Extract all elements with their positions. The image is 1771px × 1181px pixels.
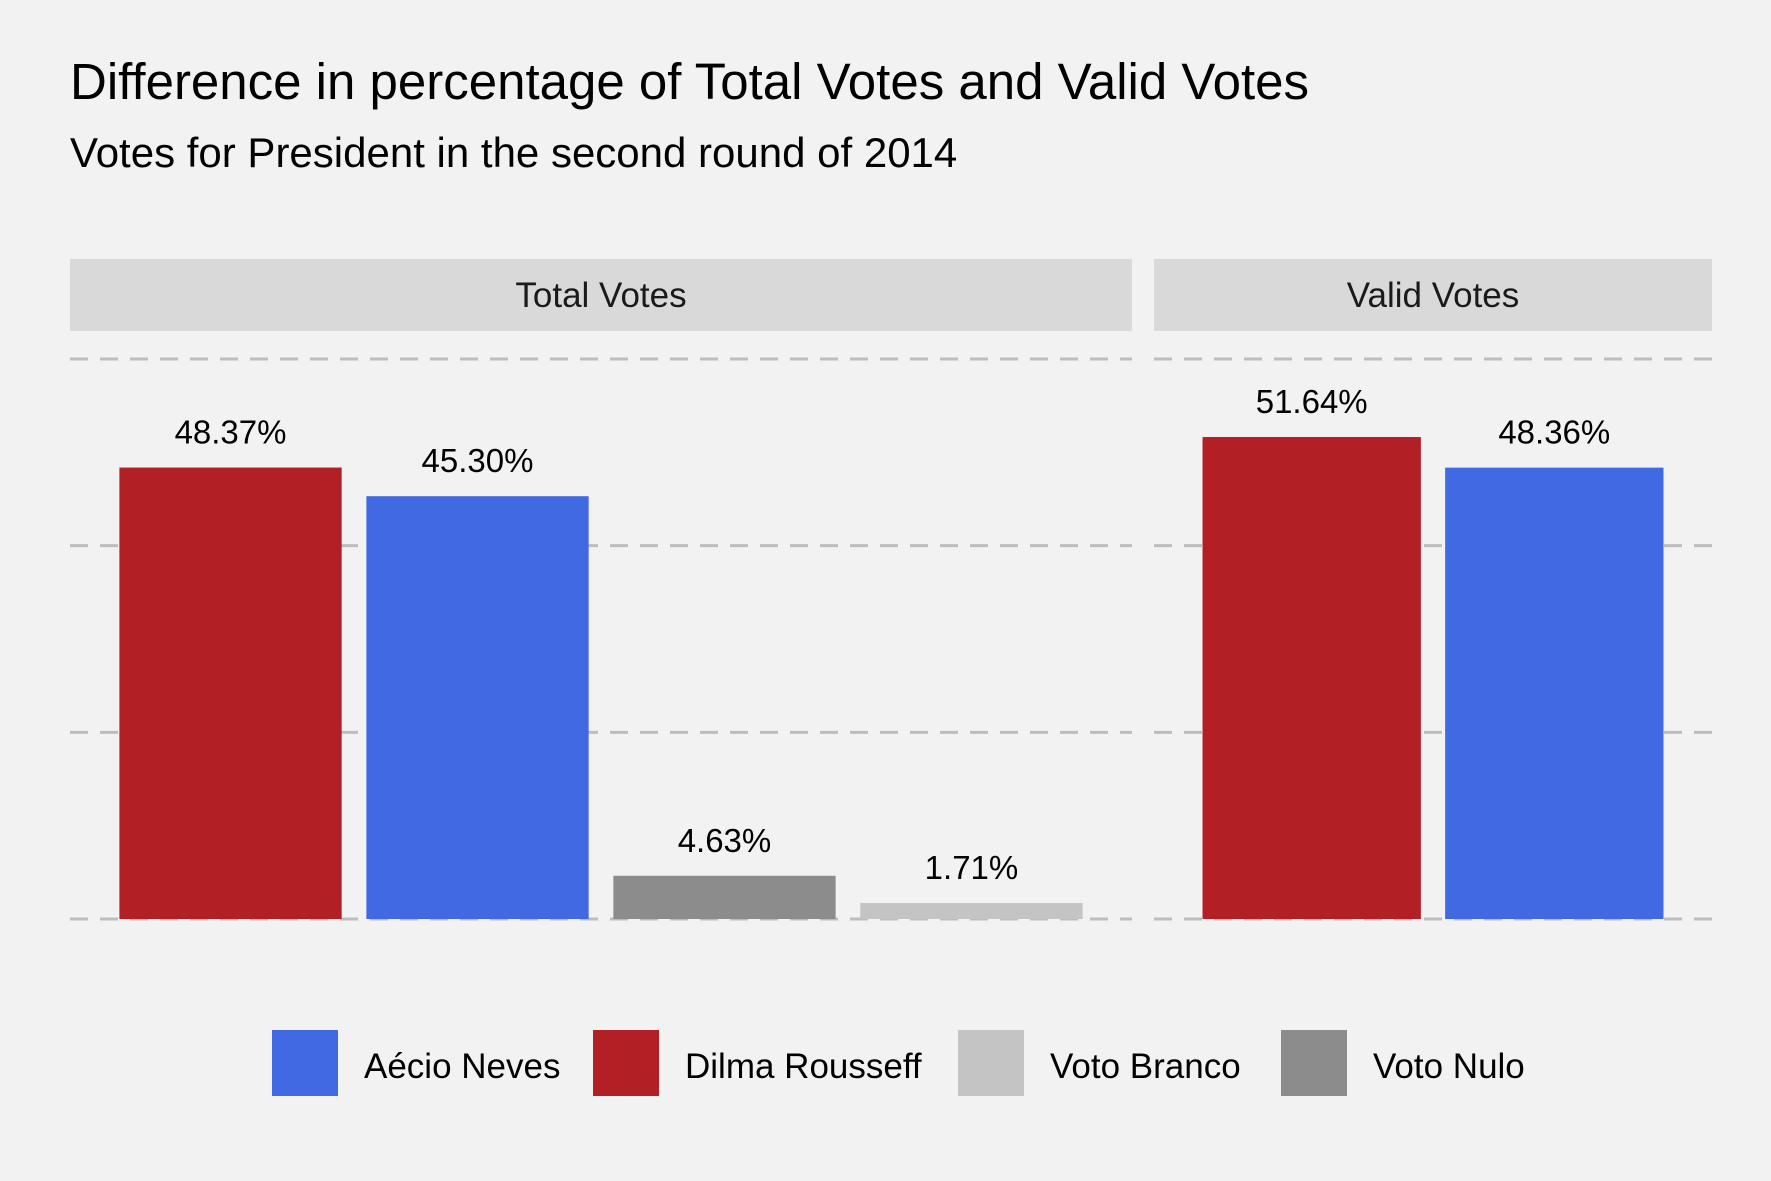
legend-swatch-dilma-rousseff — [593, 1030, 659, 1096]
bar-voto-branco — [860, 903, 1083, 919]
legend-label-voto-branco: Voto Branco — [1050, 1047, 1241, 1086]
legend-swatch-voto-branco — [958, 1030, 1024, 1096]
bar-label-aecio-neves: 45.30% — [422, 442, 534, 479]
bar-label-dilma-rousseff: 48.37% — [175, 414, 287, 451]
legend-label-dilma-rousseff: Dilma Rousseff — [685, 1047, 922, 1086]
strip-valid-votes — [1154, 259, 1712, 331]
bar-aecio-neves — [1445, 467, 1664, 919]
bar-label-voto-branco: 1.71% — [925, 849, 1019, 886]
strip-total-votes — [70, 259, 1132, 331]
chart-title: Difference in percentage of Total Votes … — [70, 53, 1309, 110]
chart-subtitle: Votes for President in the second round … — [70, 129, 957, 176]
panel-total-votes: Total Votes 48.37% 45.30% 4.63% 1.71% — [70, 259, 1132, 921]
bars-total-votes: 48.37% 45.30% 4.63% 1.71% — [119, 414, 1083, 919]
bar-aecio-neves — [366, 496, 589, 919]
legend-swatch-voto-nulo — [1281, 1030, 1347, 1096]
legend-label-aecio-neves: Aécio Neves — [364, 1047, 560, 1086]
panel-valid-votes: Valid Votes 51.64% 48.36% — [1154, 259, 1712, 921]
bar-voto-nulo — [613, 875, 836, 919]
bar-label-voto-nulo: 4.63% — [678, 822, 772, 859]
bars-valid-votes: 51.64% 48.36% — [1202, 383, 1664, 919]
strip-label-total-votes: Total Votes — [515, 276, 686, 315]
legend-label-voto-nulo: Voto Nulo — [1373, 1047, 1525, 1086]
bar-label-dilma-rousseff: 51.64% — [1256, 383, 1368, 420]
legend: Aécio Neves Dilma Rousseff Voto Branco V… — [272, 1030, 1525, 1096]
bar-dilma-rousseff — [1202, 437, 1421, 919]
bar-dilma-rousseff — [119, 467, 342, 919]
legend-swatch-aecio-neves — [272, 1030, 338, 1096]
bar-label-aecio-neves: 48.36% — [1498, 414, 1610, 451]
strip-label-valid-votes: Valid Votes — [1347, 276, 1520, 315]
